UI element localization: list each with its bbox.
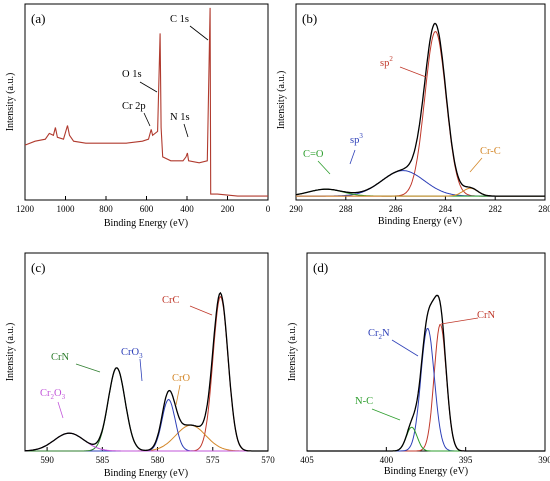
x-tick-label: 590 bbox=[40, 455, 54, 465]
peak-crn-line bbox=[307, 323, 545, 452]
anno-crn-c: CrN bbox=[51, 352, 70, 363]
panel-a-label: (a) bbox=[31, 11, 45, 26]
panel-b-annotations: sp2 sp3 C=O Cr-C bbox=[303, 55, 501, 175]
anno-crn-c-arrow bbox=[75, 363, 101, 373]
anno-nc-arrow bbox=[371, 408, 401, 421]
envelope-line bbox=[24, 291, 268, 452]
anno-cr2p: Cr 2p bbox=[122, 101, 146, 112]
peak-cro3-line bbox=[25, 398, 268, 452]
x-tick-label: 570 bbox=[261, 455, 275, 465]
anno-cro3-arrow bbox=[139, 358, 143, 382]
anno-crc-arrow bbox=[189, 305, 213, 316]
peak-nc-line bbox=[307, 426, 545, 452]
panel-c-x-label: Binding Energy (eV) bbox=[104, 468, 188, 479]
anno-cro: CrO bbox=[172, 373, 191, 384]
panel-c-label: (c) bbox=[31, 260, 45, 275]
panel-a-frame bbox=[24, 3, 269, 201]
anno-crn-d-arrow bbox=[440, 317, 479, 325]
panel-c-y-label: Intensity (a.u.) bbox=[5, 323, 16, 382]
anno-cro3: CrO3 bbox=[121, 347, 143, 360]
anno-cr2n-arrow bbox=[391, 339, 419, 357]
panel-d-y-label: Intensity (a.u.) bbox=[287, 323, 298, 382]
peak-cr2n-line bbox=[307, 327, 545, 452]
panel-a-x-ticks: 1200 1000 800 600 400 200 0 bbox=[16, 196, 271, 214]
anno-sp2: sp2 bbox=[380, 55, 393, 69]
panel-c-curves bbox=[24, 291, 268, 452]
x-tick-label: 400 bbox=[180, 204, 194, 214]
x-tick-label: 400 bbox=[380, 455, 394, 465]
x-tick-label: 405 bbox=[300, 455, 314, 465]
panel-b-x-ticks: 290 288 286 284 282 280 bbox=[289, 196, 550, 214]
x-tick-label: 290 bbox=[289, 204, 303, 214]
envelope-line bbox=[295, 22, 545, 197]
anno-crc-b: Cr-C bbox=[480, 146, 501, 157]
x-tick-label: 288 bbox=[339, 204, 353, 214]
panel-b-x-label: Binding Energy (eV) bbox=[378, 216, 462, 227]
x-tick-label: 580 bbox=[151, 455, 165, 465]
anno-co-arrow bbox=[317, 160, 331, 175]
peak-sp3-line bbox=[296, 170, 545, 197]
anno-n1s-arrow bbox=[183, 123, 189, 138]
envelope-line bbox=[307, 294, 545, 452]
panel-d-label: (d) bbox=[313, 260, 328, 275]
x-tick-label: 395 bbox=[459, 455, 473, 465]
anno-crn-d: CrN bbox=[477, 310, 496, 321]
anno-cr2o3-arrow bbox=[57, 401, 64, 419]
panel-b-frame bbox=[295, 3, 546, 201]
x-tick-label: 575 bbox=[206, 455, 220, 465]
x-tick-label: 1200 bbox=[16, 204, 35, 214]
panel-a-y-label: Intensity (a.u.) bbox=[5, 73, 16, 132]
anno-sp3-arrow bbox=[349, 149, 356, 165]
anno-c1s: C 1s bbox=[170, 14, 189, 25]
panel-b-label: (b) bbox=[302, 11, 317, 26]
anno-o1s-arrow bbox=[139, 81, 158, 93]
panel-c-annotations: CrC CrO3 CrN CrO Cr2O3 bbox=[40, 295, 213, 419]
anno-nc: N-C bbox=[355, 396, 373, 407]
panel-b-c1s: (b) 290 288 286 284 282 280 Binding Energy (e… bbox=[276, 3, 550, 227]
panel-a-annotations: C 1s O 1s Cr 2p N 1s bbox=[122, 14, 209, 138]
x-tick-label: 390 bbox=[538, 455, 550, 465]
x-tick-label: 585 bbox=[96, 455, 110, 465]
panel-d-curves bbox=[307, 294, 545, 452]
panel-a-x-label: Binding Energy (eV) bbox=[104, 218, 188, 229]
panel-a-survey: (a) 1200 1000 800 600 400 200 0 Binding Energy… bbox=[5, 3, 271, 229]
peak-crc-line bbox=[25, 295, 268, 452]
panel-c-x-ticks: 590 585 580 575 570 bbox=[40, 447, 275, 465]
panel-a-curves bbox=[24, 7, 268, 197]
anno-sp2-arrow bbox=[399, 66, 427, 78]
anno-c1s-arrow bbox=[189, 25, 209, 41]
anno-o1s: O 1s bbox=[122, 69, 142, 80]
panel-d-x-ticks: 405 400 395 390 bbox=[300, 447, 550, 465]
anno-cr2o3: Cr2O3 bbox=[40, 388, 66, 401]
anno-co: C=O bbox=[303, 149, 324, 160]
anno-crc: CrC bbox=[162, 295, 180, 306]
panel-d-n1s: (d) 405 400 395 390 Binding Energy (eV) Int… bbox=[287, 252, 550, 477]
anno-cro-arrow bbox=[175, 384, 181, 406]
x-tick-label: 0 bbox=[266, 204, 271, 214]
x-tick-label: 1000 bbox=[57, 204, 76, 214]
x-tick-label: 800 bbox=[99, 204, 113, 214]
peak-cro-line bbox=[25, 424, 268, 452]
peak-crn-line bbox=[25, 367, 268, 452]
anno-n1s: N 1s bbox=[170, 112, 190, 123]
x-tick-label: 600 bbox=[140, 204, 154, 214]
x-tick-label: 200 bbox=[221, 204, 235, 214]
anno-cr2n: Cr2N bbox=[368, 328, 390, 341]
panel-c-cr2p: (c) 590 585 580 575 570 Binding Energy (eV) … bbox=[5, 252, 275, 479]
panel-d-frame bbox=[306, 252, 546, 452]
panel-d-x-label: Binding Energy (eV) bbox=[384, 466, 468, 477]
survey-spectrum-line bbox=[24, 7, 268, 197]
anno-sp3: sp3 bbox=[350, 132, 363, 146]
anno-crc-b-arrow bbox=[469, 157, 483, 173]
x-tick-label: 282 bbox=[488, 204, 502, 214]
panel-b-y-label: Intensity (a.u.) bbox=[276, 71, 287, 130]
panel-d-annotations: CrN Cr2N N-C bbox=[355, 310, 496, 421]
panel-b-curves bbox=[295, 22, 545, 197]
anno-cr2p-arrow bbox=[143, 112, 151, 127]
x-tick-label: 280 bbox=[538, 204, 550, 214]
x-tick-label: 286 bbox=[389, 204, 403, 214]
x-tick-label: 284 bbox=[439, 204, 453, 214]
